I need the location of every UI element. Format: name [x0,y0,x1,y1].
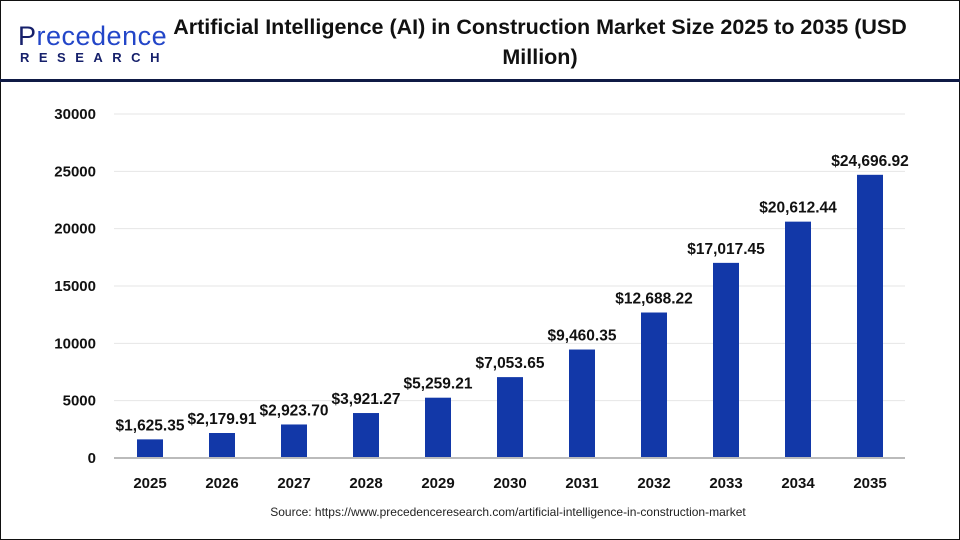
y-tick-label: 20000 [54,221,96,238]
x-tick-label: 2029 [421,475,454,492]
logo-initial: P [18,21,37,51]
bar-2028 [353,413,379,458]
x-tick-label: 2035 [853,475,886,492]
logo-subtitle: RESEARCH [20,50,169,65]
x-tick-label: 2033 [709,475,742,492]
data-label: $9,460.35 [548,328,617,345]
x-tick-label: 2030 [493,475,526,492]
bar-2035 [857,174,883,458]
x-tick-label: 2025 [133,475,166,492]
data-label: $24,696.92 [831,153,909,170]
data-label: $2,923.70 [260,402,329,419]
header-divider [0,79,960,82]
x-tick-label: 2026 [205,475,238,492]
bar-2026 [209,433,235,458]
data-label: $5,259.21 [404,376,473,393]
data-label: $17,017.45 [687,241,765,258]
data-label: $3,921.27 [332,391,401,408]
bar-2031 [569,349,595,458]
bar-2025 [137,439,163,458]
data-label: $12,688.22 [615,291,693,308]
logo-wordmark: recedence [36,21,168,51]
y-tick-label: 5000 [63,393,96,410]
data-label: $20,612.44 [759,200,837,217]
data-label: $2,179.91 [188,411,257,428]
x-tick-label: 2034 [781,475,815,492]
x-tick-label: 2032 [637,475,670,492]
bar-2030 [497,377,523,458]
x-tick-label: 2027 [277,475,310,492]
y-tick-label: 30000 [54,106,96,123]
precedence-research-logo: Precedence RESEARCH [18,22,169,66]
y-tick-label: 0 [88,450,96,467]
bar-2034 [785,221,811,458]
bar-2027 [281,424,307,458]
y-tick-label: 15000 [54,278,96,295]
chart-title: Artificial Intelligence (AI) in Construc… [173,15,907,69]
x-tick-label: 2031 [565,475,598,492]
bar-2033 [713,262,739,458]
x-tick-label: 2028 [349,475,382,492]
y-tick-label: 25000 [54,163,96,180]
bar-2029 [425,397,451,458]
bar-2032 [641,312,667,458]
data-label: $1,625.35 [116,417,185,434]
source-note: Source: https://www.precedenceresearch.c… [270,505,746,519]
y-tick-label: 10000 [54,335,96,352]
data-label: $7,053.65 [476,355,545,372]
